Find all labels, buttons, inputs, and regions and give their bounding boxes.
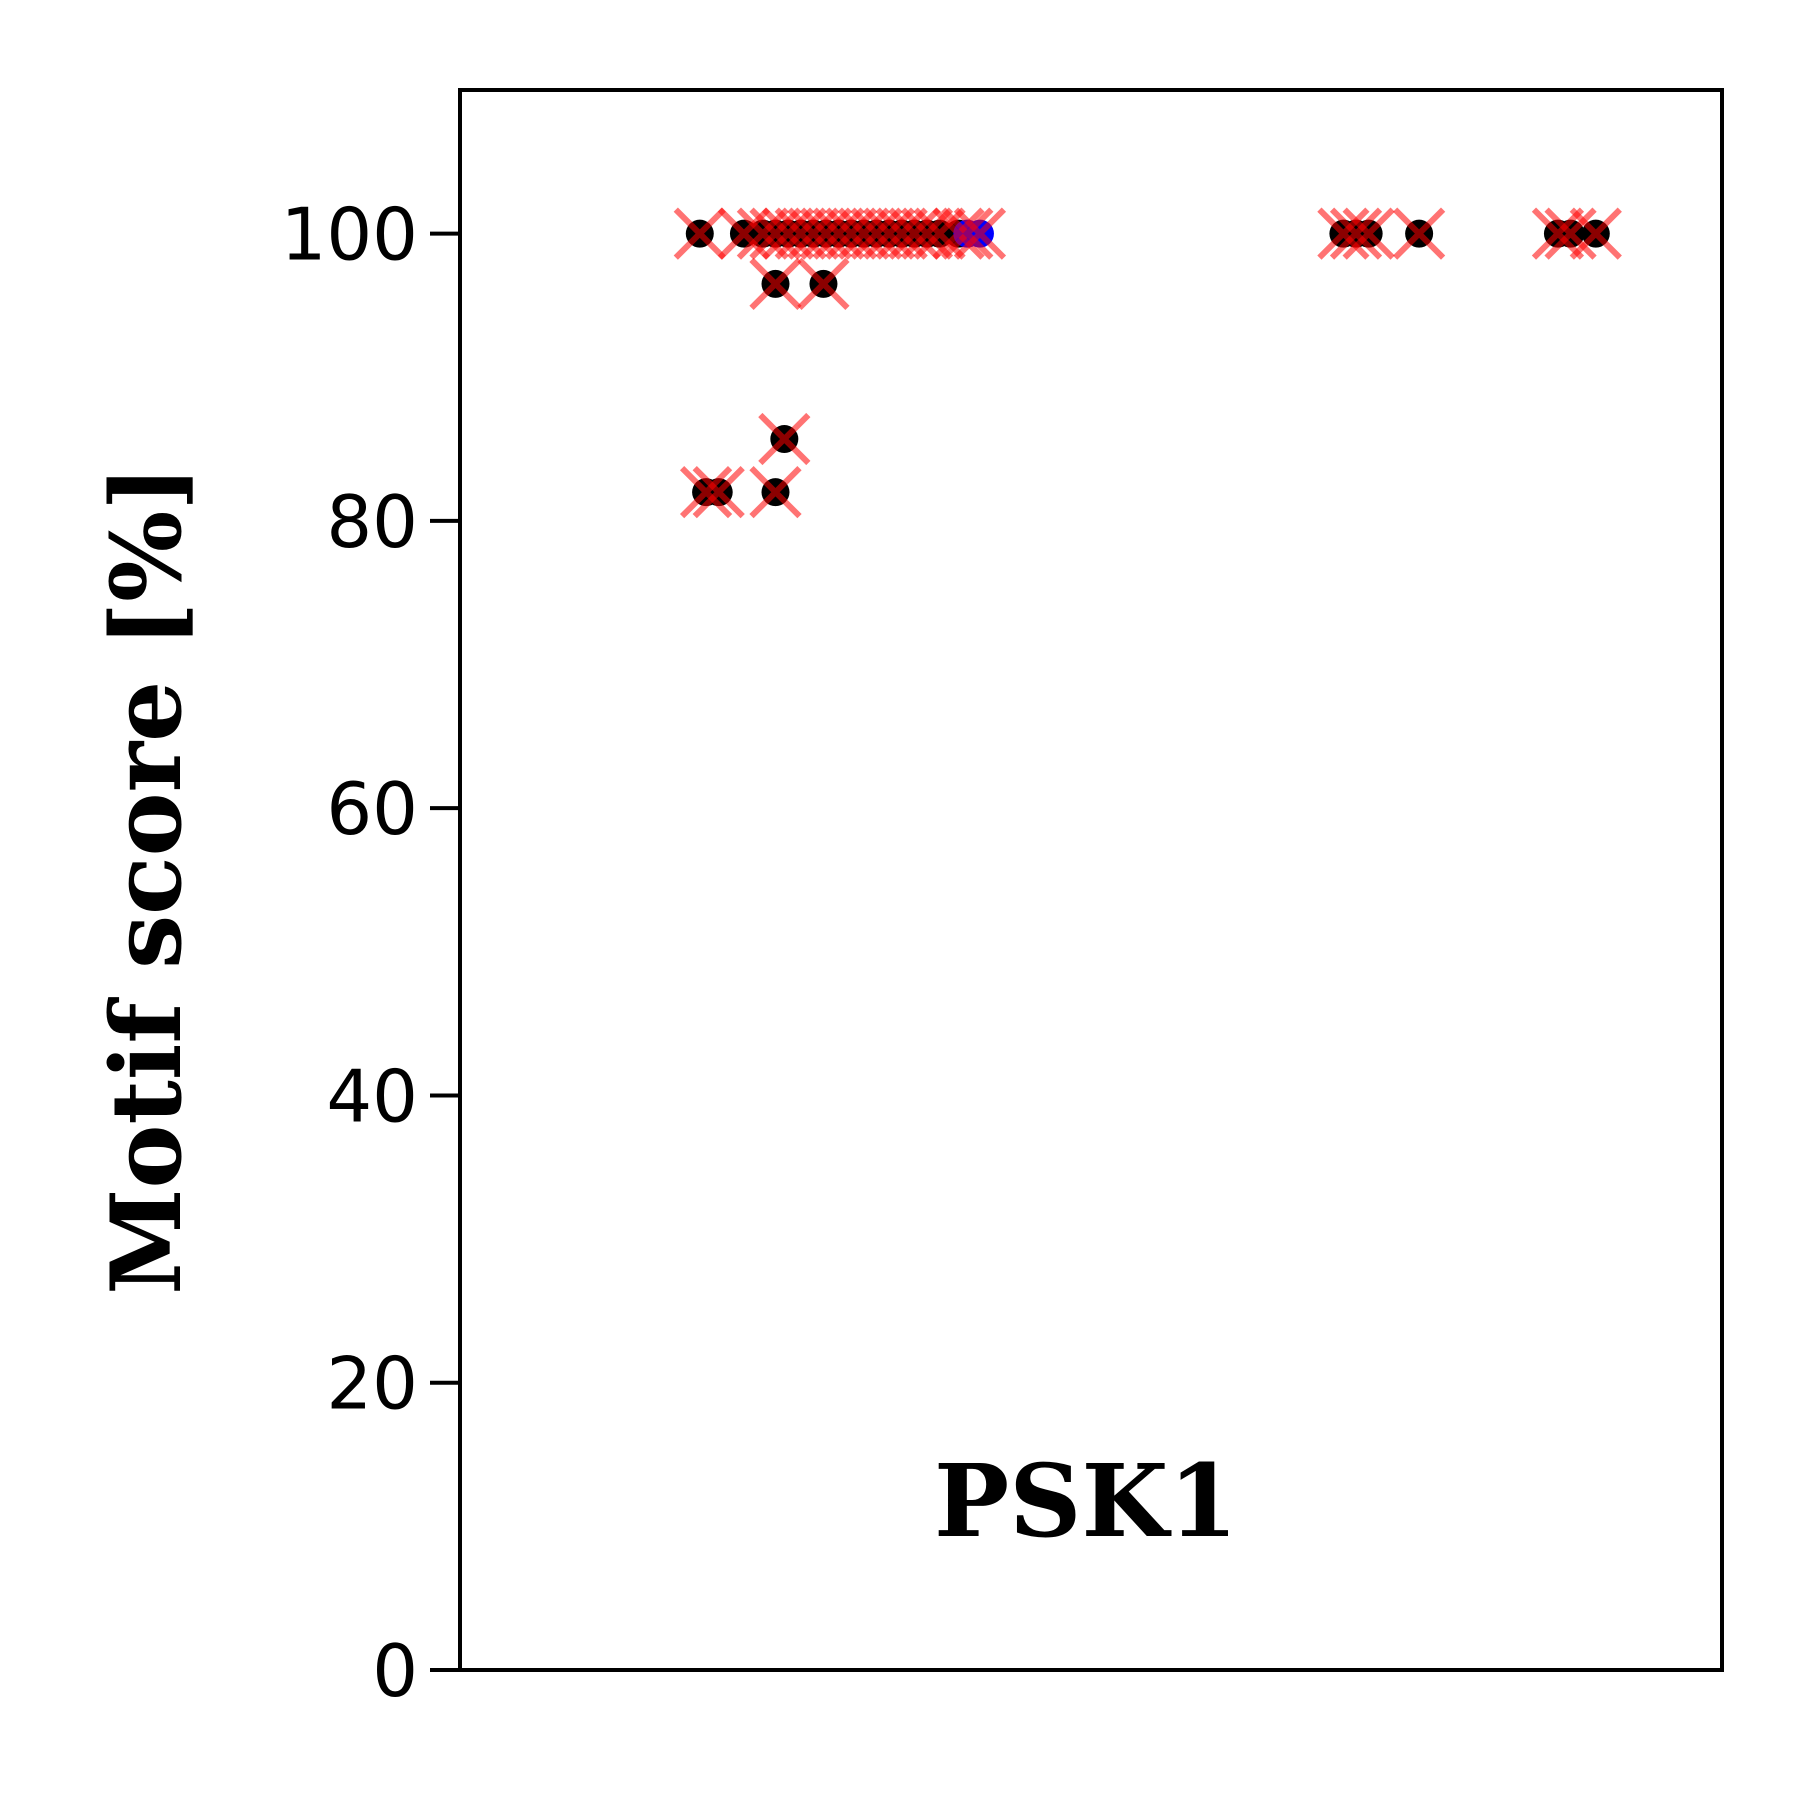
cross-marker (862, 207, 916, 260)
y-axis: 0 20 40 60 80 100 (281, 193, 460, 1713)
data-points (673, 207, 1622, 519)
cross-marker (758, 412, 811, 466)
cross-marker (888, 207, 941, 260)
cross-marker (749, 257, 802, 311)
cross-marker (941, 207, 994, 260)
cross-marker (1531, 207, 1585, 260)
y-tick-label: 20 (326, 1342, 418, 1426)
cross-marker (825, 207, 878, 260)
cross-marker (679, 466, 733, 519)
cross-marker (837, 207, 890, 260)
y-tick-label: 100 (281, 193, 418, 277)
cross-marker (797, 257, 850, 311)
cross-marker (953, 207, 1007, 260)
cross-marker (787, 207, 840, 260)
cross-marker (875, 207, 928, 260)
cross-marker (1392, 207, 1446, 260)
y-tick-label: 0 (372, 1629, 418, 1713)
cross-marker (774, 207, 827, 260)
cross-marker (749, 466, 802, 519)
cross-marker (1329, 207, 1383, 260)
cross-marker (812, 207, 865, 260)
cross-marker (1342, 207, 1395, 260)
cross-marker (1569, 207, 1622, 260)
plot-frame (458, 88, 1724, 1672)
cross-marker (749, 207, 802, 260)
y-tick-label: 40 (326, 1054, 418, 1138)
y-axis-title: Motif score [%] (90, 465, 203, 1295)
cross-marker (1544, 207, 1597, 260)
cross-marker (736, 207, 790, 260)
cross-marker (673, 207, 726, 260)
cross-marker (850, 207, 903, 260)
cross-markers (673, 207, 1622, 519)
y-tick-label: 80 (326, 480, 418, 564)
cross-marker (692, 466, 745, 519)
plot-annotation: PSK1 (934, 1442, 1238, 1560)
cross-marker (932, 207, 985, 260)
y-tick-label: 60 (326, 767, 418, 851)
cross-marker (761, 207, 815, 260)
cross-marker (799, 207, 853, 260)
cross-marker (1317, 207, 1370, 260)
